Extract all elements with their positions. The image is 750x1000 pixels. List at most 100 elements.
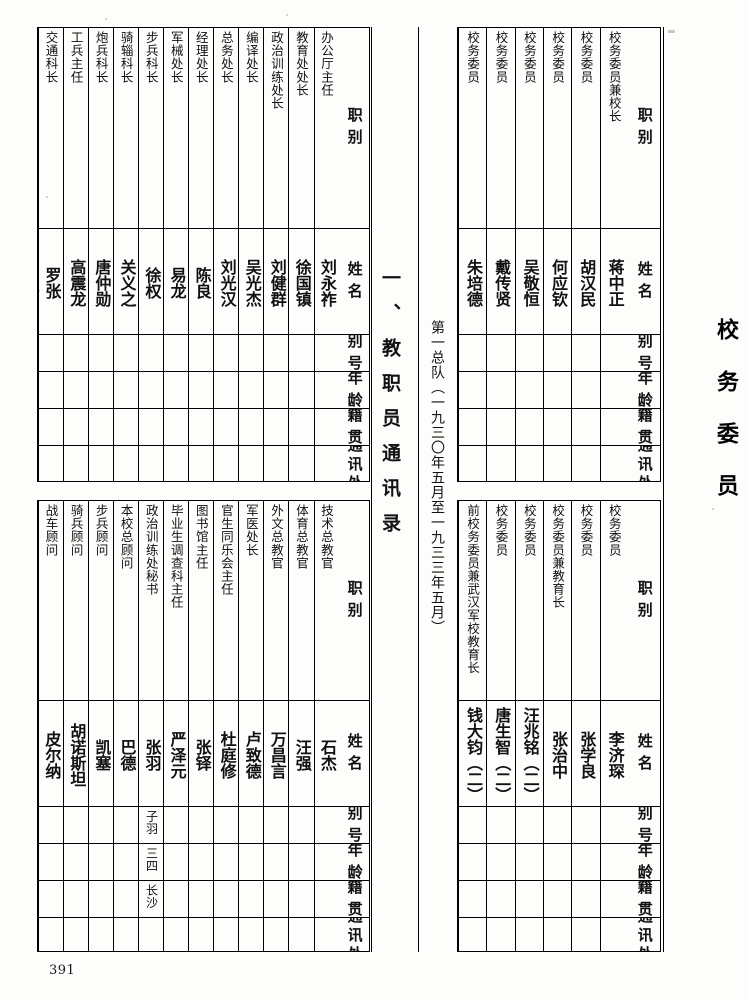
cell-alias — [314, 807, 339, 845]
table-row: 校务委员 何应钦 — [542, 28, 572, 481]
cell-job: 校务委员 — [459, 28, 487, 229]
cell-alias: 子羽 — [139, 807, 164, 845]
cell-alias — [314, 335, 339, 373]
cell-name: 李济琛 — [600, 701, 628, 808]
cell-origin — [64, 409, 89, 447]
cell-contact — [315, 918, 339, 951]
cell-job: 校务委员 — [487, 28, 515, 229]
cell-age — [487, 844, 515, 882]
table-school-committee-bottom: 前校务委员兼武汉军校教育长 钱大钧（二） 校务委员 唐生智（二） 校务委员 汪兆铭（二… — [457, 500, 661, 952]
table-row: 教育处处长 徐国镇 — [288, 28, 314, 481]
cell-name: 胡汉民 — [572, 229, 600, 336]
cell-origin — [572, 881, 600, 919]
cell-name: 刘健群 — [264, 229, 289, 336]
cell-job: 校务委员 — [572, 501, 600, 701]
cell-age — [64, 844, 89, 882]
cell-origin — [515, 409, 543, 447]
cell-name: 卢致德 — [239, 701, 264, 808]
table-row: 政治训练处秘书 张羽 子羽 三四 长沙 — [138, 501, 164, 951]
column-header-age: 年龄 — [338, 372, 370, 410]
cell-name: 关义之 — [114, 229, 139, 336]
table-row: 技术总教官 石杰 — [313, 501, 339, 951]
cell-origin — [314, 409, 339, 447]
table-row: 交通科长 罗张 — [38, 28, 64, 481]
cell-job: 骑辎科长 — [114, 28, 139, 229]
table-row: 图书馆主任 张铎 — [188, 501, 214, 951]
cell-contact — [544, 918, 571, 951]
cell-contact — [139, 918, 163, 951]
cell-origin — [487, 409, 515, 447]
cell-name: 钱大钧（二） — [459, 701, 487, 808]
column-header-contact: 通讯处 — [345, 446, 364, 481]
table-row: 本校总顾问 巴德 — [113, 501, 139, 951]
cell-name: 蒋中正 — [600, 229, 628, 336]
table-row: 骑辎科长 关义之 — [113, 28, 139, 481]
cell-job: 校务委员兼教育长 — [543, 501, 572, 701]
cell-age — [164, 372, 189, 410]
cell-origin — [600, 881, 628, 919]
cell-alias — [515, 335, 543, 373]
cell-origin — [289, 881, 314, 919]
scan-speckle — [286, 14, 288, 16]
table-row: 战车顾问 皮尔纳 — [38, 501, 64, 951]
cell-origin — [543, 409, 572, 447]
cell-alias — [289, 807, 314, 845]
cell-origin: 长沙 — [139, 881, 164, 919]
table-row: 办公厅主任 刘永祚 — [313, 28, 339, 481]
cell-alias — [39, 807, 64, 845]
cell-age — [459, 844, 487, 882]
table-staff-top: 交通科长 罗张 工兵主任 高震龙 炮兵科长 唐仲勋 骑辎科长 关义之 步兵科长 徐权 军械… — [37, 27, 370, 482]
cell-job: 军械处长 — [164, 28, 189, 229]
cell-contact — [289, 918, 313, 951]
cell-name: 吴敬恒 — [515, 229, 543, 336]
page-title: 一、教职员通讯录 — [379, 268, 401, 548]
table-row: 前校务委员兼武汉军校教育长 钱大钧（二） — [458, 501, 487, 951]
cell-contact — [89, 918, 113, 951]
cell-origin — [239, 881, 264, 919]
cell-name: 张羽 — [139, 701, 164, 808]
cell-origin — [214, 409, 239, 447]
cell-contact — [459, 918, 486, 951]
table-row: 步兵顾问 凯塞 — [88, 501, 114, 951]
table-row: 校务委员 汪兆铭（二） — [514, 501, 543, 951]
cell-name: 徐国镇 — [289, 229, 314, 336]
cell-alias — [189, 335, 214, 373]
cell-age — [164, 844, 189, 882]
cell-alias — [114, 807, 139, 845]
cell-contact — [64, 918, 88, 951]
cell-contact — [264, 446, 288, 481]
cell-job: 本校总顾问 — [114, 501, 139, 701]
cell-alias — [264, 807, 289, 845]
cell-alias — [543, 335, 572, 373]
cell-contact — [264, 918, 288, 951]
cell-contact — [214, 446, 238, 481]
cell-age — [89, 844, 114, 882]
column-header-alias: 别号 — [627, 807, 660, 845]
cell-job: 校务委员 — [543, 28, 572, 229]
cell-alias — [487, 335, 515, 373]
cell-alias — [164, 807, 189, 845]
cell-age — [39, 844, 64, 882]
vertical-divider — [371, 27, 372, 952]
cell-age — [289, 372, 314, 410]
cell-alias — [189, 807, 214, 845]
cell-name: 罗张 — [39, 229, 64, 336]
cell-job: 校务委员 — [600, 501, 628, 701]
cell-name: 刘永祚 — [314, 229, 339, 336]
cell-name: 唐仲勋 — [89, 229, 114, 336]
cell-name: 严泽元 — [164, 701, 189, 808]
cell-age — [314, 844, 339, 882]
cell-job: 校务委员兼校长 — [600, 28, 628, 229]
cell-contact — [601, 918, 628, 951]
cell-contact — [487, 918, 514, 951]
cell-job: 校务委员 — [572, 28, 600, 229]
cell-alias — [487, 807, 515, 845]
cell-contact — [139, 446, 163, 481]
table-header-column: 职别 姓名 别号 年龄 籍贯 通讯处 — [338, 28, 370, 481]
cell-alias — [600, 335, 628, 373]
column-header-age: 年龄 — [338, 844, 370, 882]
cell-contact — [315, 446, 339, 481]
cell-age — [487, 372, 515, 410]
cell-name: 戴传贤 — [487, 229, 515, 336]
vertical-divider — [418, 27, 419, 952]
